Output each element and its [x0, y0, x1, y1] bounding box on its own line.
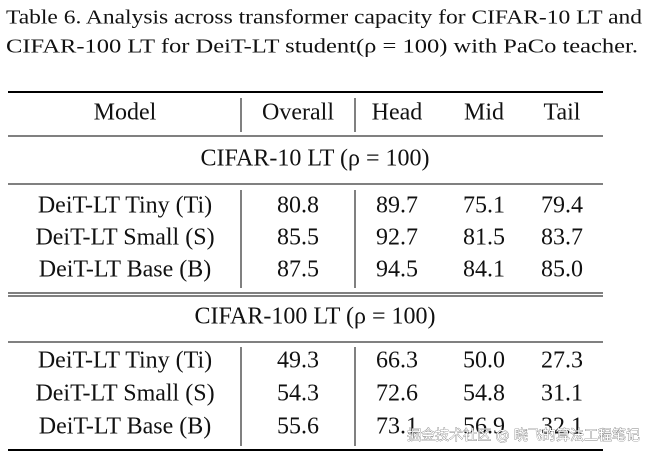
section-title: CIFAR-100 LT (ρ = 100)	[194, 304, 435, 330]
value-cell: 75.1	[463, 193, 505, 219]
model-cell: DeiT-LT Tiny (Ti)	[38, 348, 212, 374]
value-cell: 80.8	[277, 193, 319, 219]
value-cell: 49.3	[277, 348, 319, 374]
value-cell: 66.3	[376, 348, 418, 374]
header-cell: Model	[94, 100, 157, 126]
value-cell: 32.1	[541, 414, 583, 440]
value-cell: 85.5	[277, 225, 319, 251]
value-cell: 89.7	[376, 193, 418, 219]
header-cell: Tail	[544, 100, 581, 126]
model-cell: DeiT-LT Base (B)	[39, 257, 211, 283]
value-cell: 72.6	[376, 381, 418, 407]
value-cell: 56.9	[463, 414, 505, 440]
value-cell: 79.4	[541, 193, 583, 219]
caption-line: Table 6. Analysis across transformer cap…	[6, 7, 642, 29]
value-cell: 81.5	[463, 225, 505, 251]
value-cell: 54.8	[463, 381, 505, 407]
model-cell: DeiT-LT Small (S)	[35, 381, 214, 407]
value-cell: 94.5	[376, 257, 418, 283]
value-cell: 55.6	[277, 414, 319, 440]
header-cell: Mid	[464, 100, 504, 126]
value-cell: 85.0	[541, 257, 583, 283]
value-cell: 87.5	[277, 257, 319, 283]
caption-line: CIFAR-100 LT for DeiT-LT student(ρ = 100…	[6, 36, 638, 58]
header-cell: Head	[372, 100, 423, 126]
value-cell: 83.7	[541, 225, 583, 251]
model-cell: DeiT-LT Tiny (Ti)	[38, 193, 212, 219]
model-cell: DeiT-LT Small (S)	[35, 225, 214, 251]
value-cell: 27.3	[541, 348, 583, 374]
value-cell: 73.1	[376, 414, 418, 440]
header-cell: Overall	[262, 100, 334, 126]
value-cell: 50.0	[463, 348, 505, 374]
value-cell: 54.3	[277, 381, 319, 407]
value-cell: 92.7	[376, 225, 418, 251]
value-cell: 31.1	[541, 381, 583, 407]
value-cell: 84.1	[463, 257, 505, 283]
model-cell: DeiT-LT Base (B)	[39, 414, 211, 440]
section-title: CIFAR-10 LT (ρ = 100)	[200, 146, 429, 172]
watermark: 掘金技术社区 @ 晓飞的算法工程笔记	[407, 428, 640, 444]
